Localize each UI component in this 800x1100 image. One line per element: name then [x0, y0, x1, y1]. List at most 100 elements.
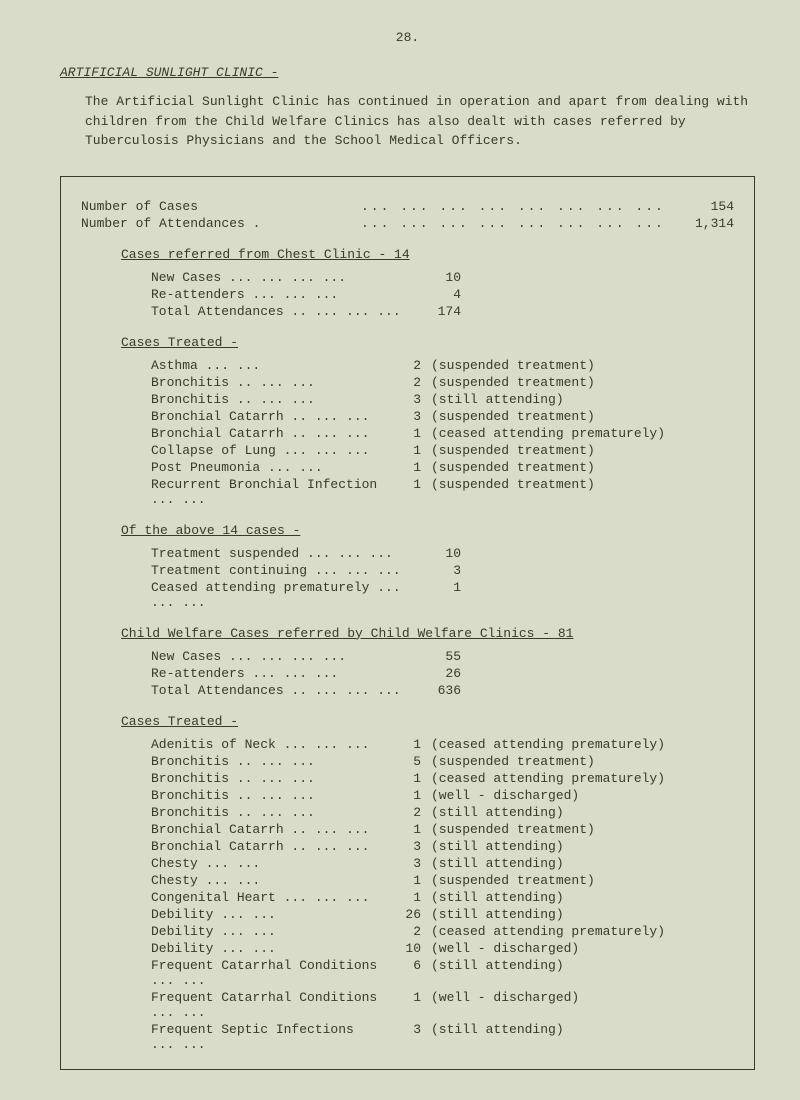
data-row: Re-attenders ... ... ...4 — [151, 287, 734, 302]
case-count: 1 — [381, 990, 431, 1020]
case-count: 3 — [381, 1022, 431, 1052]
summary-block: Number of Cases... ... ... ... ... ... .… — [81, 199, 734, 231]
case-note: (suspended treatment) — [431, 754, 734, 769]
case-label: Bronchitis .. ... ... — [151, 375, 381, 390]
row-value: 55 — [411, 649, 461, 664]
case-label: Bronchial Catarrh .. ... ... — [151, 822, 381, 837]
case-label: Debility ... ... — [151, 941, 381, 956]
case-note: (still attending) — [431, 392, 734, 407]
case-count: 1 — [381, 426, 431, 441]
row-label: Re-attenders ... ... ... — [151, 287, 411, 302]
case-count: 3 — [381, 392, 431, 407]
case-note: (still attending) — [431, 1022, 734, 1052]
case-note: (well - discharged) — [431, 941, 734, 956]
case-count: 3 — [381, 839, 431, 854]
case-note: (still attending) — [431, 805, 734, 820]
case-count: 3 — [381, 856, 431, 871]
cw-counts: New Cases ... ... ... ...55 Re-attenders … — [81, 649, 734, 698]
case-row: Frequent Catarrhal Conditions ... ...1(w… — [151, 990, 734, 1020]
data-box: Number of Cases... ... ... ... ... ... .… — [60, 176, 755, 1070]
data-row: Re-attenders ... ... ...26 — [151, 666, 734, 681]
case-label: Frequent Catarrhal Conditions ... ... — [151, 990, 381, 1020]
row-label: New Cases ... ... ... ... — [151, 270, 411, 285]
row-label: Total Attendances .. ... ... ... — [151, 683, 411, 698]
case-label: Bronchitis .. ... ... — [151, 392, 381, 407]
dots: ... ... ... ... ... ... ... ... — [361, 216, 674, 231]
data-row: Treatment suspended ... ... ...10 — [151, 546, 734, 561]
case-label: Bronchial Catarrh .. ... ... — [151, 426, 381, 441]
case-note: (suspended treatment) — [431, 358, 734, 373]
cases-treated-heading: Cases Treated - — [81, 335, 734, 350]
summary-row: Number of Cases... ... ... ... ... ... .… — [81, 199, 734, 214]
row-label: Re-attenders ... ... ... — [151, 666, 411, 681]
row-value: 636 — [411, 683, 461, 698]
case-label: Bronchitis .. ... ... — [151, 771, 381, 786]
case-label: Debility ... ... — [151, 924, 381, 939]
case-row: Post Pneumonia ... ...1(suspended treatm… — [151, 460, 734, 475]
case-count: 10 — [381, 941, 431, 956]
case-row: Bronchial Catarrh .. ... ...3(suspended … — [151, 409, 734, 424]
case-count: 3 — [381, 409, 431, 424]
case-label: Asthma ... ... — [151, 358, 381, 373]
case-note: (well - discharged) — [431, 788, 734, 803]
case-label: Frequent Catarrhal Conditions ... ... — [151, 958, 381, 988]
case-count: 1 — [381, 873, 431, 888]
case-label: Debility ... ... — [151, 907, 381, 922]
case-count: 2 — [381, 375, 431, 390]
chest-counts: New Cases ... ... ... ...10Re-attenders … — [81, 270, 734, 319]
case-count: 2 — [381, 805, 431, 820]
case-row: Debility ... ...26(still attending) — [151, 907, 734, 922]
case-label: Adenitis of Neck ... ... ... — [151, 737, 381, 752]
row-value: 174 — [411, 304, 461, 319]
case-row: Bronchitis .. ... ...1(ceased attending … — [151, 771, 734, 786]
row-value: 1 — [411, 580, 461, 610]
chest-cases: Asthma ... ...2(suspended treatment)Bron… — [81, 358, 734, 507]
case-row: Asthma ... ...2(suspended treatment) — [151, 358, 734, 373]
case-note: (suspended treatment) — [431, 443, 734, 458]
case-note: (suspended treatment) — [431, 375, 734, 390]
case-label: Collapse of Lung ... ... ... — [151, 443, 381, 458]
case-label: Bronchitis .. ... ... — [151, 754, 381, 769]
case-note: (ceased attending prematurely) — [431, 924, 734, 939]
case-note: (still attending) — [431, 890, 734, 905]
case-count: 5 — [381, 754, 431, 769]
row-label: Total Attendances .. ... ... ... — [151, 304, 411, 319]
data-row: Total Attendances .. ... ... ...174 — [151, 304, 734, 319]
chest-heading: Cases referred from Chest Clinic - 14 — [81, 247, 734, 262]
data-row: Treatment continuing ... ... ...3 — [151, 563, 734, 578]
row-label: Treatment suspended ... ... ... — [151, 546, 411, 561]
row-value: 10 — [411, 546, 461, 561]
case-label: Chesty ... ... — [151, 856, 381, 871]
case-label: Frequent Septic Infections ... ... — [151, 1022, 381, 1052]
summary-value: 154 — [674, 199, 734, 214]
case-note: (suspended treatment) — [431, 477, 734, 507]
case-row: Debility ... ...10(well - discharged) — [151, 941, 734, 956]
case-row: Congenital Heart ... ... ...1(still atte… — [151, 890, 734, 905]
case-count: 1 — [381, 737, 431, 752]
data-row: New Cases ... ... ... ...55 — [151, 649, 734, 664]
dots: ... ... ... ... ... ... ... ... — [361, 199, 674, 214]
case-row: Bronchitis .. ... ...3(still attending) — [151, 392, 734, 407]
case-row: Adenitis of Neck ... ... ...1(ceased att… — [151, 737, 734, 752]
case-note: (still attending) — [431, 856, 734, 871]
case-row: Bronchial Catarrh .. ... ...1(suspended … — [151, 822, 734, 837]
summary-label: Number of Attendances . — [81, 216, 361, 231]
row-value: 3 — [411, 563, 461, 578]
cw-heading: Child Welfare Cases referred by Child We… — [81, 626, 734, 641]
case-count: 1 — [381, 788, 431, 803]
case-note: (suspended treatment) — [431, 409, 734, 424]
case-count: 1 — [381, 460, 431, 475]
case-note: (still attending) — [431, 839, 734, 854]
case-label: Bronchitis .. ... ... — [151, 788, 381, 803]
case-row: Frequent Catarrhal Conditions ... ...6(s… — [151, 958, 734, 988]
data-row: Ceased attending prematurely ... ... ...… — [151, 580, 734, 610]
case-note: (ceased attending prematurely) — [431, 771, 734, 786]
case-row: Collapse of Lung ... ... ...1(suspended … — [151, 443, 734, 458]
case-row: Chesty ... ...3(still attending) — [151, 856, 734, 871]
summary-value: 1,314 — [674, 216, 734, 231]
case-label: Bronchial Catarrh .. ... ... — [151, 839, 381, 854]
section-heading: ARTIFICIAL SUNLIGHT CLINIC - — [60, 65, 755, 80]
row-value: 10 — [411, 270, 461, 285]
data-row: New Cases ... ... ... ...10 — [151, 270, 734, 285]
case-count: 6 — [381, 958, 431, 988]
